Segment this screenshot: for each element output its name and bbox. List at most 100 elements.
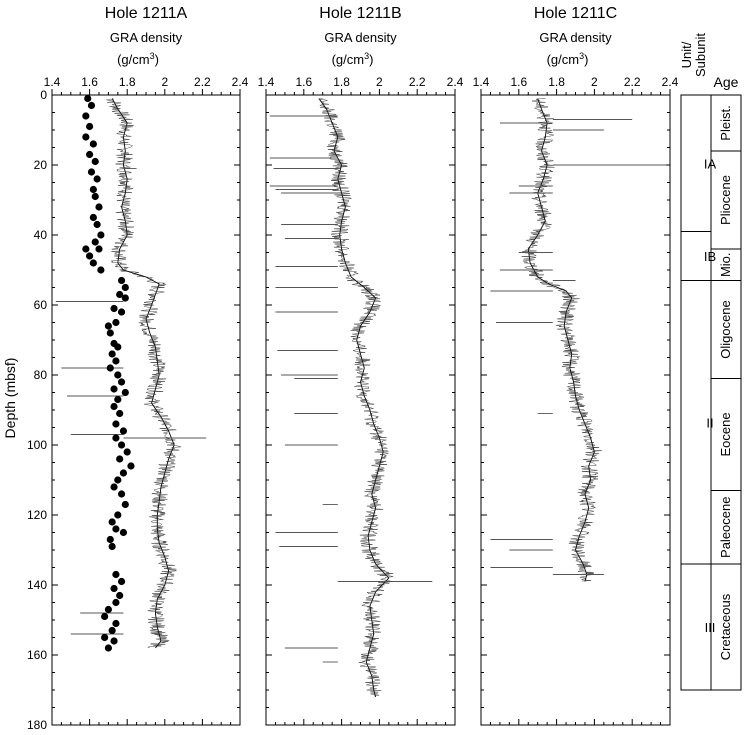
density-dot <box>87 101 96 110</box>
x-tick-label: 2.4 <box>232 75 249 89</box>
y-tick-label: 20 <box>34 158 48 172</box>
density-dot <box>117 577 126 586</box>
density-dot <box>84 94 92 103</box>
density-dot <box>119 469 128 477</box>
density-dot <box>119 528 128 537</box>
density-dot <box>101 633 109 642</box>
x-tick-label: 2 <box>376 75 383 89</box>
density-dot <box>86 252 94 260</box>
plot-frame <box>480 94 671 726</box>
x-axis-unit-sup: 3 <box>364 51 369 61</box>
x-tick-label: 1.6 <box>81 75 98 89</box>
panel-title: Hole 1211B <box>319 5 401 22</box>
x-tick-label: 1.4 <box>258 75 275 89</box>
density-dot <box>106 535 114 544</box>
density-dot <box>86 122 94 131</box>
x-tick-label: 2.4 <box>662 75 679 89</box>
density-dot <box>112 619 120 628</box>
density-dot <box>114 371 122 379</box>
panel-hole-2: Hole 1211B GRA density (g/cm3) 1.4 1.6 1.8 2 2.… <box>258 5 464 726</box>
age-label: Pleist. <box>718 105 733 140</box>
x-axis-unit-close: ) <box>155 52 159 67</box>
density-dot <box>116 290 124 299</box>
density-dot <box>119 427 128 435</box>
density-dot <box>112 357 120 365</box>
density-dot <box>112 598 120 607</box>
gra-density-trace <box>111 98 175 649</box>
density-dot <box>91 192 99 201</box>
density-dot <box>110 584 118 593</box>
density-dot <box>108 518 116 526</box>
density-dot <box>91 157 99 166</box>
y-tick-label: 80 <box>34 368 48 382</box>
age-label: Oligocene <box>718 300 733 359</box>
density-dot <box>82 112 90 120</box>
age-label: Eocene <box>718 412 733 456</box>
unit-label: IA <box>704 156 717 171</box>
density-dot <box>108 350 116 358</box>
age-label: Pliocene <box>718 175 733 225</box>
density-dot <box>97 266 105 274</box>
panel-title: Hole 1211C <box>534 5 617 22</box>
y-tick-label: 100 <box>27 438 47 452</box>
x-axis-unit: (g/cm3) <box>332 51 374 67</box>
x-axis-unit-base: (g/cm <box>547 52 580 67</box>
density-dot <box>121 500 129 509</box>
x-axis-label: GRA density <box>539 30 612 45</box>
density-dot <box>110 304 118 313</box>
x-axis-unit-base: (g/cm <box>332 52 365 67</box>
x-axis-unit-base: (g/cm <box>117 52 150 67</box>
x-tick-label: 2.2 <box>624 75 641 89</box>
x-axis-unit: (g/cm3) <box>547 51 589 67</box>
panel-title: Hole 1211A <box>105 5 188 22</box>
x-tick-label: 1.8 <box>548 75 565 89</box>
density-dot <box>123 448 131 456</box>
y-tick-label: 0 <box>40 88 47 102</box>
density-dot <box>93 220 101 229</box>
panel-hole-3: Hole 1211C GRA density (g/cm3) 1.4 1.6 1.8 2 2.… <box>473 5 679 726</box>
y-tick-label: 140 <box>27 578 47 592</box>
density-dot <box>121 294 129 302</box>
x-tick-label: 1.8 <box>333 75 350 89</box>
age-label: Paleocene <box>718 497 733 558</box>
unit-label: IB <box>704 249 716 264</box>
stratigraphy-columns: Unit/SubunitAgeIAIBIIIIIPleist.PlioceneM… <box>679 33 742 691</box>
density-dot <box>117 441 126 449</box>
density-dot <box>116 455 124 463</box>
x-axis-unit-close: ) <box>584 52 588 67</box>
density-dot <box>114 343 122 351</box>
unit-header-line1: Unit/ <box>679 41 694 68</box>
unit-label: II <box>706 415 713 430</box>
unit-header-line2: Subunit <box>693 33 708 77</box>
y-tick-label: 40 <box>34 228 48 242</box>
density-dot <box>89 185 97 194</box>
density-dot <box>114 511 122 519</box>
x-tick-label: 1.6 <box>510 75 527 89</box>
density-dot <box>89 259 97 267</box>
density-dot <box>112 525 120 533</box>
density-dot <box>110 637 118 645</box>
density-dot <box>86 150 94 159</box>
x-tick-label: 2.4 <box>447 75 464 89</box>
y-tick-label: 180 <box>27 718 47 732</box>
plot-frame <box>51 94 241 726</box>
density-dot <box>89 213 97 222</box>
density-dot <box>117 308 126 316</box>
density-dot <box>110 402 118 411</box>
gra-density-noise <box>521 98 602 582</box>
unit-label: III <box>705 620 716 635</box>
density-dot <box>112 420 120 428</box>
panel-hole-1: Hole 1211A GRA density (g/cm3) 1.4 1.6 1.8 2 2.… <box>27 5 249 732</box>
depth-axis-label: Depth (mbsf) <box>2 358 18 439</box>
x-tick-label: 1.8 <box>119 75 136 89</box>
age-label: Cretaceous <box>718 593 733 660</box>
density-dot <box>104 322 112 330</box>
density-dot <box>108 626 116 635</box>
gra-density-noise <box>106 98 182 649</box>
x-axis-unit-close: ) <box>369 52 373 67</box>
density-dot <box>110 385 118 393</box>
density-dot <box>112 570 120 579</box>
y-tick-label: 160 <box>27 648 47 662</box>
